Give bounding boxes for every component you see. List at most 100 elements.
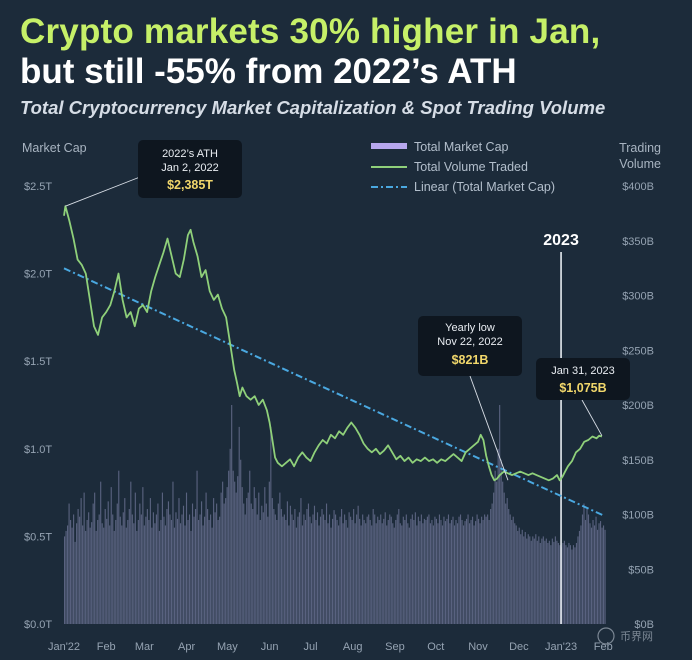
volume-bar xyxy=(590,527,593,624)
volume-bar xyxy=(387,519,389,624)
volume-bar xyxy=(342,523,344,624)
volume-bar xyxy=(285,519,287,624)
ath-annotation-title: 2022’s ATH xyxy=(162,148,218,160)
volume-bar xyxy=(166,509,168,624)
volume-bar xyxy=(580,525,582,624)
ath-annotation-box xyxy=(138,140,242,198)
volume-bar xyxy=(270,426,272,624)
chart-subtitle: Total Cryptocurrency Market Capitalizati… xyxy=(20,97,606,118)
volume-bar xyxy=(369,519,371,624)
volume-bar xyxy=(438,514,441,624)
volume-bar xyxy=(499,405,501,624)
volume-bar xyxy=(458,516,460,624)
volume-bar xyxy=(330,527,332,624)
volume-bar xyxy=(148,519,150,624)
volume-bar xyxy=(240,459,242,624)
volume-bar xyxy=(496,481,498,624)
volume-bar xyxy=(282,516,284,624)
volume-bar xyxy=(182,505,185,624)
volume-bar xyxy=(88,512,90,624)
volume-bar xyxy=(571,549,573,624)
volume-bar xyxy=(283,514,285,624)
volume-bar xyxy=(362,514,364,624)
volume-bar xyxy=(398,509,400,624)
volume-bar xyxy=(422,523,424,624)
volume-bar xyxy=(475,521,477,624)
volume-bar xyxy=(344,514,346,624)
left-tick-label: $1.0T xyxy=(24,444,52,456)
volume-bar xyxy=(154,523,156,624)
volume-bar xyxy=(515,525,517,624)
volume-bar xyxy=(586,509,588,624)
volume-bar xyxy=(313,505,316,624)
volume-bar xyxy=(181,514,183,624)
volume-bar xyxy=(179,523,182,624)
volume-bar xyxy=(381,523,383,624)
volume-bar xyxy=(557,542,559,624)
right-axis-title-line2: Volume xyxy=(619,157,661,171)
volume-bar xyxy=(455,519,457,624)
volume-bar xyxy=(404,519,406,624)
volume-bar xyxy=(372,509,374,624)
volume-bar xyxy=(550,545,552,624)
volume-bar xyxy=(71,527,73,624)
volume-bar xyxy=(487,514,489,624)
x-tick-label: Nov xyxy=(468,641,488,653)
volume-bar xyxy=(578,530,581,624)
volume-bar xyxy=(419,521,421,624)
volume-bar xyxy=(452,516,454,624)
volume-bar xyxy=(97,519,99,624)
volume-bar xyxy=(226,487,228,624)
volume-bar xyxy=(569,545,571,624)
volume-bar xyxy=(124,498,126,624)
volume-bar xyxy=(109,525,111,624)
volume-bar xyxy=(259,519,261,624)
volume-bar xyxy=(459,514,462,624)
right-tick-label: $100B xyxy=(622,510,654,522)
volume-bar xyxy=(360,525,362,624)
volume-bar xyxy=(447,514,450,624)
volume-bar xyxy=(210,514,212,624)
volume-bar xyxy=(151,527,153,624)
volume-bar xyxy=(316,512,319,624)
volume-bar xyxy=(303,514,305,624)
volume-bar xyxy=(423,518,425,624)
volume-bar xyxy=(185,492,188,624)
volume-bar xyxy=(365,523,367,624)
volume-bar xyxy=(280,509,282,624)
volume-bar xyxy=(468,523,471,624)
volume-bar xyxy=(94,492,96,624)
volume-bar xyxy=(535,534,537,624)
volume-bar xyxy=(191,503,194,624)
volume-bar xyxy=(324,519,326,624)
x-tick-label: Jul xyxy=(303,641,317,653)
volume-bar xyxy=(479,523,481,624)
volume-bar xyxy=(353,509,355,624)
volume-bar xyxy=(67,525,69,624)
volume-bar xyxy=(428,514,430,624)
volume-bar xyxy=(292,519,294,624)
x-tick-label: Apr xyxy=(178,641,195,653)
volume-bar xyxy=(345,519,347,624)
volume-bar xyxy=(312,514,314,624)
volume-bar xyxy=(307,503,310,624)
volume-bar xyxy=(434,516,436,624)
volume-bar xyxy=(315,519,317,624)
volume-bar xyxy=(289,505,291,624)
volume-bar xyxy=(267,516,269,624)
volume-bar xyxy=(589,523,591,624)
volume-bar xyxy=(205,492,207,624)
volume-bar xyxy=(252,509,254,624)
volume-bar xyxy=(351,519,353,624)
volume-bar xyxy=(139,503,141,624)
x-tick-label: Feb xyxy=(97,641,116,653)
volume-bar xyxy=(163,516,165,624)
volume-bar xyxy=(520,534,522,624)
volume-bar xyxy=(80,498,82,624)
volume-bar xyxy=(592,519,594,624)
volume-bar xyxy=(136,530,138,624)
volume-bar xyxy=(172,481,174,624)
volume-bar xyxy=(127,519,129,624)
volume-bar xyxy=(201,501,203,624)
